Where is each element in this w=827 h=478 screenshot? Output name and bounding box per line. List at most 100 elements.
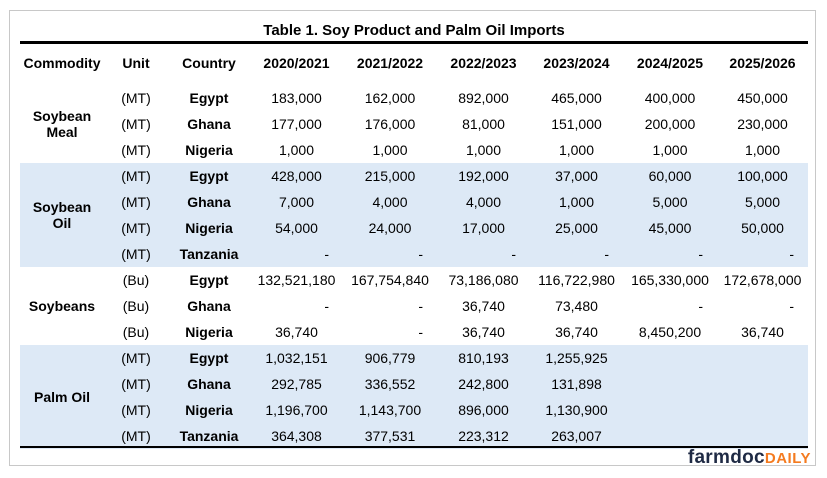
value-cell (623, 371, 717, 397)
commodity-group: Soybeans (Bu) Egypt 132,521,180 167,754,840 7… (20, 267, 808, 345)
country-cell: Nigeria (168, 397, 250, 423)
commodity-group: Soybean Meal (MT) Egypt 183,000 162,000 892,0… (20, 82, 808, 163)
table-row: (MT) Nigeria 1,196,700 1,143,700 896,000 1,13… (20, 397, 808, 423)
value-cell: 810,193 (437, 345, 530, 371)
value-cell: 192,000 (437, 163, 530, 189)
column-header: 2022/2023 (450, 55, 517, 71)
value-cell (717, 397, 808, 423)
value-cell: 73,480 (555, 298, 598, 314)
column-header: 2023/2024 (543, 55, 610, 71)
value-cell: 116,722,980 (538, 272, 615, 288)
value-cell: 896,000 (437, 397, 530, 423)
value-cell: - (343, 241, 437, 267)
country-cell: Egypt (189, 272, 229, 288)
table-row: (Bu) Nigeria 36,740 - 36,740 36,740 8,450,200 3… (20, 319, 808, 345)
value-cell: 1,196,700 (250, 397, 343, 423)
commodity-group: Palm Oil (MT) Egypt 1,032,151 906,779 810,193… (20, 345, 808, 449)
value-cell: 4,000 (437, 189, 530, 215)
column-header: Unit (122, 55, 150, 71)
value-cell: 172,678,000 (723, 272, 802, 288)
unit-cell: (MT) (104, 371, 168, 397)
unit-cell: (Bu) (122, 324, 150, 340)
header-row: Commodity Unit Country 2020/2021 2021/2022 20… (20, 44, 808, 82)
value-cell: 8,450,200 (638, 324, 702, 340)
value-cell: 7,000 (250, 189, 343, 215)
value-cell: - (418, 324, 423, 340)
value-cell (717, 345, 808, 371)
unit-cell: (MT) (104, 345, 168, 371)
unit-cell: (Bu) (122, 298, 150, 314)
table-row: Soybeans (Bu) Egypt 132,521,180 167,754,840 7… (20, 267, 808, 314)
column-header: 2025/2026 (729, 55, 796, 71)
value-cell: 465,000 (551, 90, 602, 106)
table-row: (MT) Tanzania 364,308 377,531 223,312 263,007 (20, 423, 808, 449)
top-rule (20, 41, 808, 44)
value-cell: 50,000 (717, 215, 808, 241)
value-cell: 1,000 (465, 142, 502, 158)
value-cell: - (698, 298, 703, 314)
country-cell: Nigeria (168, 215, 250, 241)
value-cell: 1,130,900 (530, 397, 623, 423)
value-cell: 292,785 (250, 371, 343, 397)
unit-cell: (MT) (121, 90, 151, 106)
value-cell: 1,000 (372, 142, 408, 158)
unit-cell: (MT) (104, 423, 168, 449)
table-row: (MT) Tanzania - - - - - - (20, 241, 808, 267)
unit-cell: (MT) (121, 116, 151, 132)
table-row: Soybean Oil (MT) Egypt 428,000 215,000 192,00… (20, 163, 808, 267)
value-cell: 215,000 (343, 163, 437, 189)
value-cell: 162,000 (364, 90, 416, 106)
value-cell: 25,000 (530, 215, 623, 241)
value-cell: - (250, 241, 343, 267)
value-cell: 5,000 (623, 189, 717, 215)
value-cell: - (324, 298, 329, 314)
value-cell: 131,898 (530, 371, 623, 397)
value-cell: 37,000 (530, 163, 623, 189)
column-header: 2021/2022 (356, 55, 424, 71)
value-cell: - (418, 298, 423, 314)
value-cell: 1,255,925 (530, 345, 623, 371)
value-cell: 906,779 (343, 345, 437, 371)
value-cell: 364,308 (250, 423, 343, 449)
value-cell: 450,000 (737, 90, 788, 106)
value-cell: 5,000 (717, 189, 808, 215)
bottom-rule (20, 446, 808, 448)
commodity-cell: Soybean Meal (32, 108, 92, 140)
value-cell (717, 423, 808, 449)
table-row: Soybean Meal (MT) Egypt 183,000 162,000 892,0… (20, 85, 808, 140)
table-row: Palm Oil (MT) Egypt 1,032,151 906,779 810,193… (20, 345, 808, 449)
imports-table: Commodity Unit Country 2020/2021 2021/2022 20… (20, 44, 808, 449)
country-cell: Tanzania (168, 241, 250, 267)
figure-frame (9, 10, 816, 466)
value-cell: 24,000 (343, 215, 437, 241)
value-cell: 1,000 (652, 142, 688, 158)
value-cell (623, 423, 717, 449)
value-cell: - (623, 241, 717, 267)
value-cell: 177,000 (271, 116, 322, 132)
value-cell: 1,032,151 (250, 345, 343, 371)
table-row: (MT) Ghana 177,000 176,000 81,000 151,000 200,… (20, 111, 808, 137)
value-cell: - (530, 241, 623, 267)
value-cell: 167,754,840 (351, 272, 429, 288)
value-cell: 36,740 (741, 324, 784, 340)
table-row: (MT) Ghana 292,785 336,552 242,800 131,898 (20, 371, 808, 397)
commodity-cell: Soybeans (28, 298, 96, 314)
country-cell: Ghana (168, 371, 250, 397)
value-cell: 36,740 (462, 298, 505, 314)
country-cell: Ghana (187, 116, 231, 132)
commodity-cell: Palm Oil (20, 345, 104, 449)
value-cell: 36,740 (555, 324, 598, 340)
table-row: (Bu) Ghana - - 36,740 73,480 - - (20, 293, 808, 319)
country-cell: Tanzania (168, 423, 250, 449)
value-cell: 176,000 (364, 116, 416, 132)
table-title: Table 1. Soy Product and Palm Oil Import… (263, 22, 565, 39)
value-cell: 60,000 (623, 163, 717, 189)
table-row: (MT) Ghana 7,000 4,000 4,000 1,000 5,000 5,000 (20, 189, 808, 215)
farmdoc-daily-logo: farmdocDAILY (687, 447, 811, 468)
value-cell: 36,740 (462, 324, 505, 340)
value-cell: 230,000 (737, 116, 788, 132)
value-cell: 183,000 (271, 90, 322, 106)
value-cell (623, 345, 717, 371)
value-cell: 1,000 (744, 142, 781, 158)
value-cell: 1,000 (530, 189, 623, 215)
